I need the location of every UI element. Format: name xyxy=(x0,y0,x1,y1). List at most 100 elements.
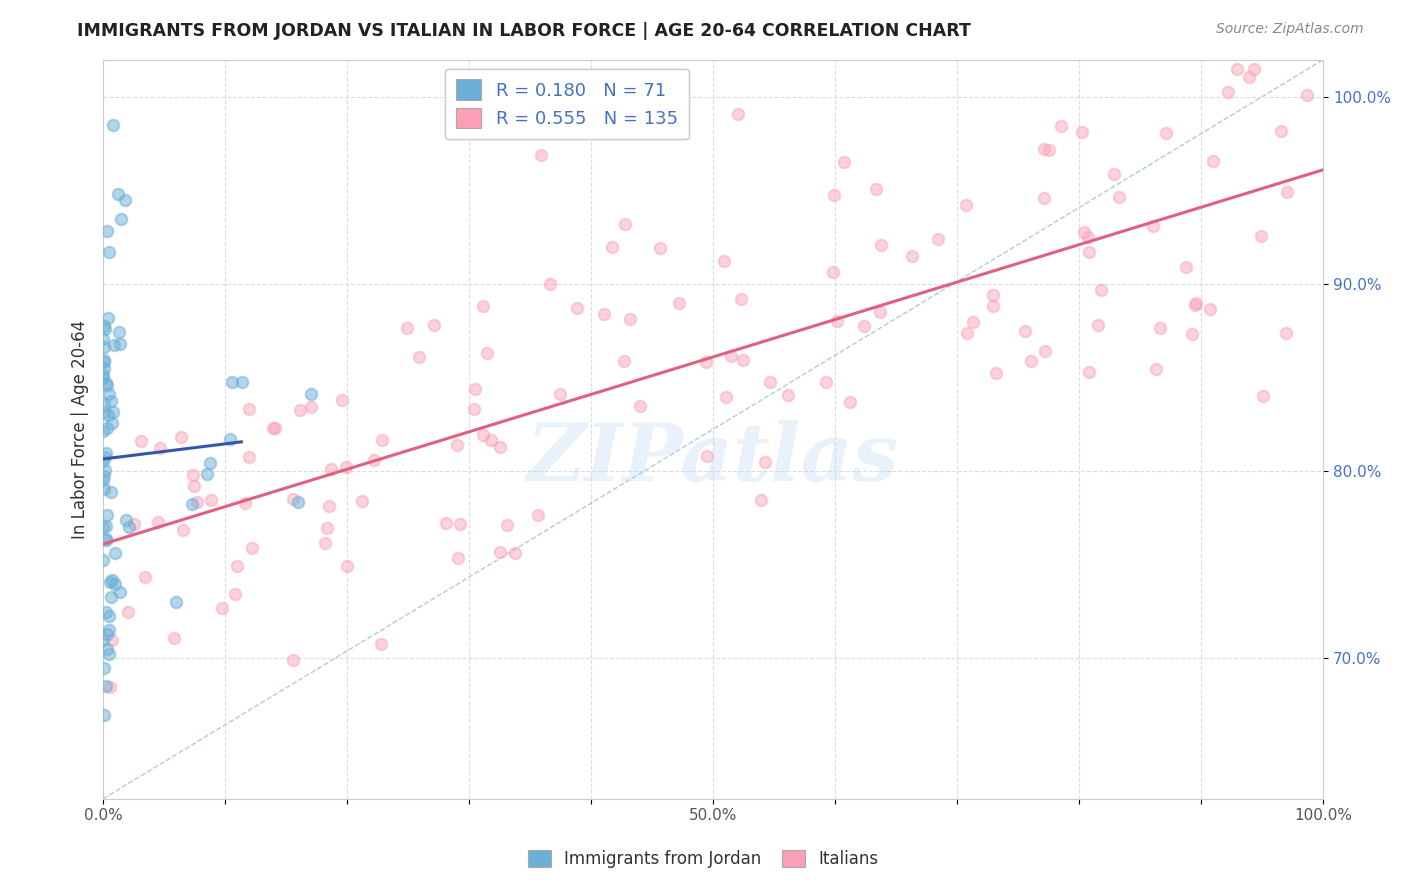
Point xyxy=(114,193,136,207)
Point xyxy=(463,401,485,416)
Point xyxy=(318,500,340,514)
Point xyxy=(101,118,124,132)
Point xyxy=(475,346,498,360)
Point xyxy=(869,305,891,319)
Point xyxy=(479,434,502,448)
Point xyxy=(316,521,339,535)
Point xyxy=(299,400,322,414)
Point xyxy=(503,546,526,560)
Point xyxy=(319,461,342,475)
Point xyxy=(1226,62,1249,76)
Point xyxy=(1149,321,1171,335)
Point xyxy=(823,187,845,202)
Point xyxy=(727,107,749,121)
Point xyxy=(104,546,127,560)
Point xyxy=(96,532,118,546)
Point xyxy=(496,518,519,533)
Point xyxy=(100,485,122,500)
Point xyxy=(619,312,641,326)
Point xyxy=(730,292,752,306)
Point xyxy=(695,354,717,368)
Point xyxy=(1078,245,1101,260)
Point xyxy=(96,376,118,391)
Point xyxy=(713,254,735,268)
Point xyxy=(98,648,121,662)
Point xyxy=(238,402,260,417)
Point xyxy=(170,429,193,443)
Point xyxy=(299,387,322,401)
Point xyxy=(93,553,115,567)
Point xyxy=(262,421,284,435)
Point xyxy=(720,349,742,363)
Point xyxy=(93,322,115,336)
Point xyxy=(117,605,139,619)
Point xyxy=(1270,124,1292,138)
Point xyxy=(821,265,844,279)
Point xyxy=(1185,296,1208,310)
Point xyxy=(336,559,359,574)
Point xyxy=(1021,354,1043,368)
Point xyxy=(221,375,243,389)
Point xyxy=(93,520,115,534)
Point xyxy=(165,595,187,609)
Point xyxy=(283,653,305,667)
Point xyxy=(1090,283,1112,297)
Point xyxy=(1275,185,1298,199)
Point xyxy=(231,376,253,390)
Point xyxy=(94,680,117,694)
Point xyxy=(240,541,263,555)
Point xyxy=(1184,298,1206,312)
Point xyxy=(613,354,636,368)
Point xyxy=(219,432,242,446)
Point xyxy=(104,577,127,591)
Point xyxy=(527,508,550,522)
Point xyxy=(434,516,457,531)
Point xyxy=(98,387,121,401)
Point xyxy=(1275,326,1298,340)
Point xyxy=(93,355,115,369)
Point xyxy=(981,299,1004,313)
Point xyxy=(96,508,118,522)
Point xyxy=(548,387,571,401)
Point xyxy=(648,241,671,255)
Point xyxy=(94,605,117,619)
Point xyxy=(865,182,887,196)
Point xyxy=(110,211,132,226)
Point xyxy=(118,520,141,534)
Point xyxy=(1014,325,1036,339)
Point xyxy=(100,574,122,589)
Point xyxy=(335,459,357,474)
Point xyxy=(1239,70,1261,85)
Point xyxy=(108,337,131,351)
Point xyxy=(986,367,1008,381)
Point xyxy=(754,455,776,469)
Point xyxy=(94,445,117,459)
Point xyxy=(101,573,124,587)
Point xyxy=(93,707,115,722)
Point xyxy=(1077,230,1099,244)
Point xyxy=(107,325,129,339)
Point xyxy=(93,370,115,384)
Point xyxy=(371,434,394,448)
Point xyxy=(1108,190,1130,204)
Point xyxy=(1144,362,1167,376)
Point xyxy=(283,491,305,506)
Point xyxy=(93,482,115,496)
Point xyxy=(1104,167,1126,181)
Point xyxy=(825,313,848,327)
Point xyxy=(1087,318,1109,333)
Point xyxy=(93,405,115,419)
Point xyxy=(200,456,222,470)
Text: IMMIGRANTS FROM JORDAN VS ITALIAN IN LABOR FORCE | AGE 20-64 CORRELATION CHART: IMMIGRANTS FROM JORDAN VS ITALIAN IN LAB… xyxy=(77,22,972,40)
Point xyxy=(183,468,205,483)
Point xyxy=(1216,85,1239,99)
Legend: Immigrants from Jordan, Italians: Immigrants from Jordan, Italians xyxy=(522,843,884,875)
Point xyxy=(1243,62,1265,76)
Point xyxy=(716,390,738,404)
Point xyxy=(93,361,115,376)
Point xyxy=(181,497,204,511)
Point xyxy=(100,417,122,431)
Point xyxy=(749,492,772,507)
Point xyxy=(447,551,470,566)
Point xyxy=(696,450,718,464)
